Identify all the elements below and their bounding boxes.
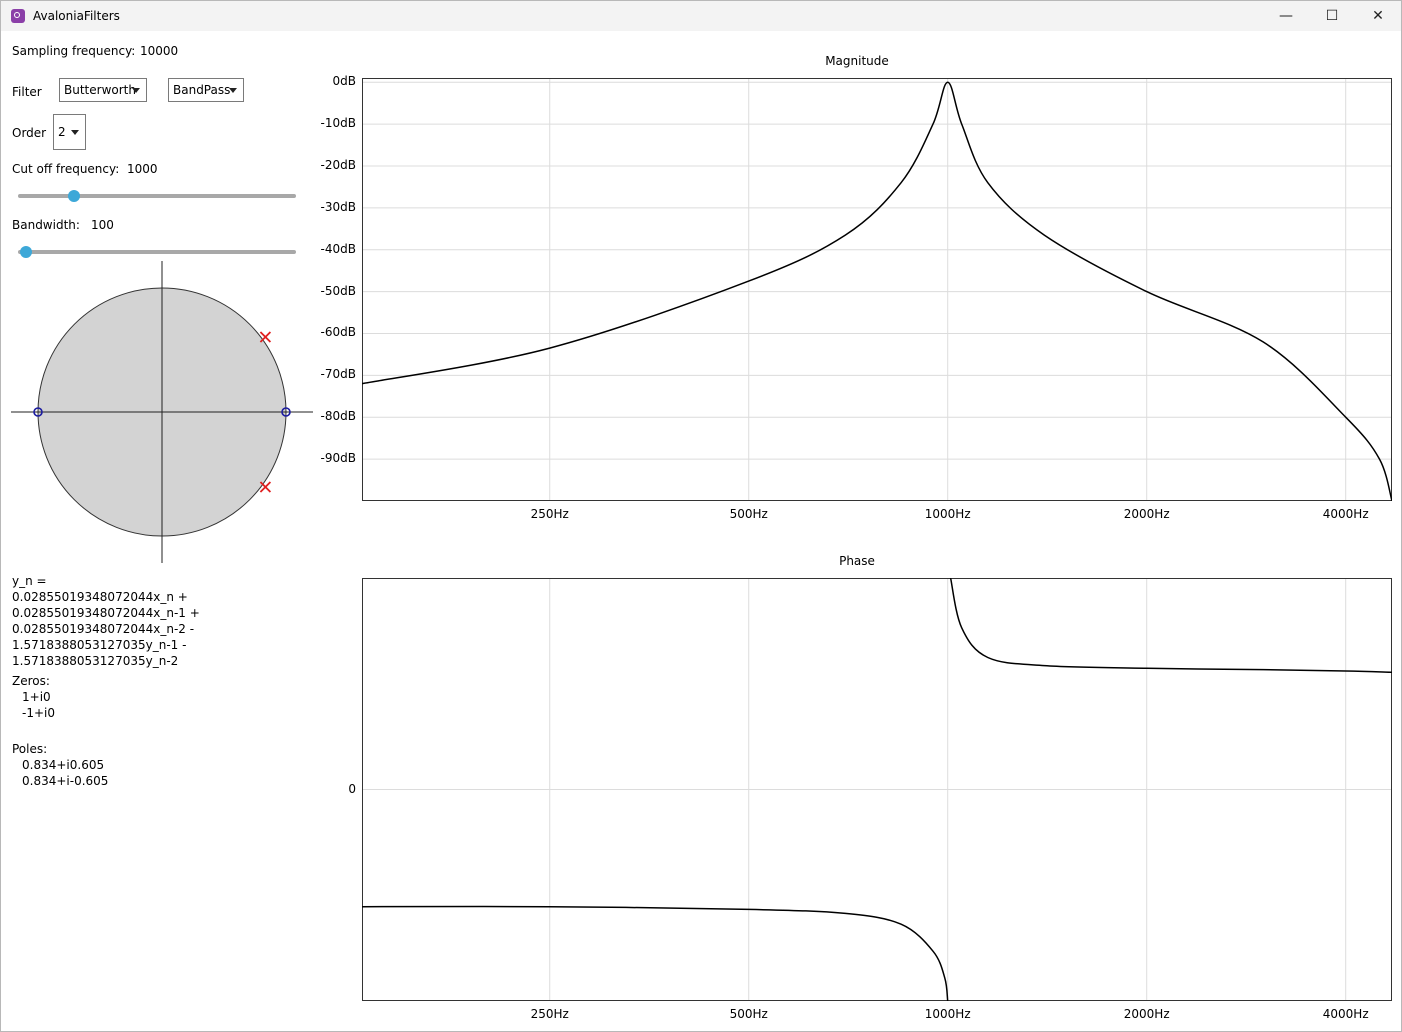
title-bar[interactable]: AvaloniaFilters — ☐ ✕	[1, 1, 1401, 31]
pole-marker	[259, 481, 272, 493]
magnitude-y-tick-label: -50dB	[320, 283, 356, 298]
filter-label: Filter	[12, 85, 42, 99]
sampling-frequency-value: 10000	[140, 44, 179, 58]
magnitude-y-tick-label: 0dB	[332, 74, 356, 89]
poles-title: Poles:	[12, 742, 48, 756]
order-value: 2	[58, 125, 66, 139]
zero-item: -1+i0	[22, 706, 55, 720]
zeros-title: Zeros:	[12, 674, 50, 688]
magnitude-series-line	[362, 81, 1392, 501]
bandwidth-value: 100	[91, 218, 114, 232]
close-button[interactable]: ✕	[1372, 8, 1384, 24]
magnitude-y-tick-label: -20dB	[320, 157, 356, 172]
zero-item: 1+i0	[22, 690, 51, 704]
magnitude-x-tick-label: 500Hz	[729, 507, 768, 521]
filter-type-value: Butterworth	[64, 83, 136, 97]
order-label: Order	[12, 126, 47, 140]
bandwidth-slider-track[interactable]	[18, 250, 296, 254]
pole-item: 0.834+i-0.605	[22, 774, 109, 788]
pole-marker	[259, 331, 272, 343]
magnitude-y-tick-label: -30dB	[320, 199, 356, 214]
filter-type-dropdown[interactable]: Butterworth	[59, 78, 147, 102]
magnitude-x-tick-label: 2000Hz	[1123, 507, 1170, 521]
magnitude-y-tick-label: -70dB	[320, 367, 356, 382]
cutoff-slider-track[interactable]	[18, 194, 296, 198]
magnitude-plot-border	[362, 78, 1392, 501]
chevron-down-icon	[229, 88, 237, 93]
magnitude-x-tick-label: 1000Hz	[924, 507, 971, 521]
chevron-down-icon	[132, 88, 140, 93]
filter-band-value: BandPass	[173, 83, 231, 97]
cutoff-frequency-value: 1000	[127, 162, 158, 176]
pole-item: 0.834+i0.605	[22, 758, 105, 772]
phase-series-line-upper	[949, 578, 1392, 674]
phase-chart	[362, 578, 1392, 1001]
maximize-button[interactable]: ☐	[1325, 8, 1339, 24]
filter-band-dropdown[interactable]: BandPass	[168, 78, 244, 102]
chevron-down-icon	[71, 130, 79, 135]
magnitude-x-tick-label: 250Hz	[530, 507, 569, 521]
phase-plot-border	[362, 578, 1392, 1001]
phase-series-line-lower	[362, 905, 949, 1001]
phase-title: Phase	[839, 554, 875, 568]
phase-x-tick-label: 2000Hz	[1123, 1007, 1170, 1021]
magnitude-chart	[362, 78, 1392, 501]
order-dropdown[interactable]: 2	[53, 114, 86, 150]
zero-marker	[281, 407, 291, 417]
pole-zero-plot	[11, 261, 313, 563]
magnitude-y-tick-label: -10dB	[320, 116, 356, 131]
phase-x-tick-label: 1000Hz	[924, 1007, 971, 1021]
window-title: AvaloniaFilters	[33, 9, 120, 23]
magnitude-y-tick-label: -80dB	[320, 409, 356, 424]
magnitude-y-tick-label: -60dB	[320, 325, 356, 340]
magnitude-title: Magnitude	[825, 54, 889, 68]
magnitude-y-tick-label: -40dB	[320, 241, 356, 256]
magnitude-x-tick-label: 4000Hz	[1322, 507, 1369, 521]
app-icon	[11, 9, 25, 23]
phase-x-tick-label: 250Hz	[530, 1007, 569, 1021]
magnitude-y-tick-label: -90dB	[320, 451, 356, 466]
bandwidth-slider-thumb[interactable]	[20, 246, 33, 258]
phase-y-tick-label: 0	[348, 781, 356, 796]
minimize-button[interactable]: —	[1279, 8, 1293, 24]
phase-x-tick-label: 4000Hz	[1322, 1007, 1369, 1021]
cutoff-slider-thumb[interactable]	[67, 190, 80, 202]
bandwidth-label: Bandwidth:	[12, 218, 80, 232]
cutoff-frequency-label: Cut off frequency:	[12, 162, 120, 176]
sampling-frequency-label: Sampling frequency:	[12, 44, 136, 58]
zero-marker	[33, 407, 43, 417]
phase-x-tick-label: 500Hz	[729, 1007, 768, 1021]
difference-equation: y_n = 0.02855019348072044x_n + 0.0285501…	[12, 574, 200, 668]
